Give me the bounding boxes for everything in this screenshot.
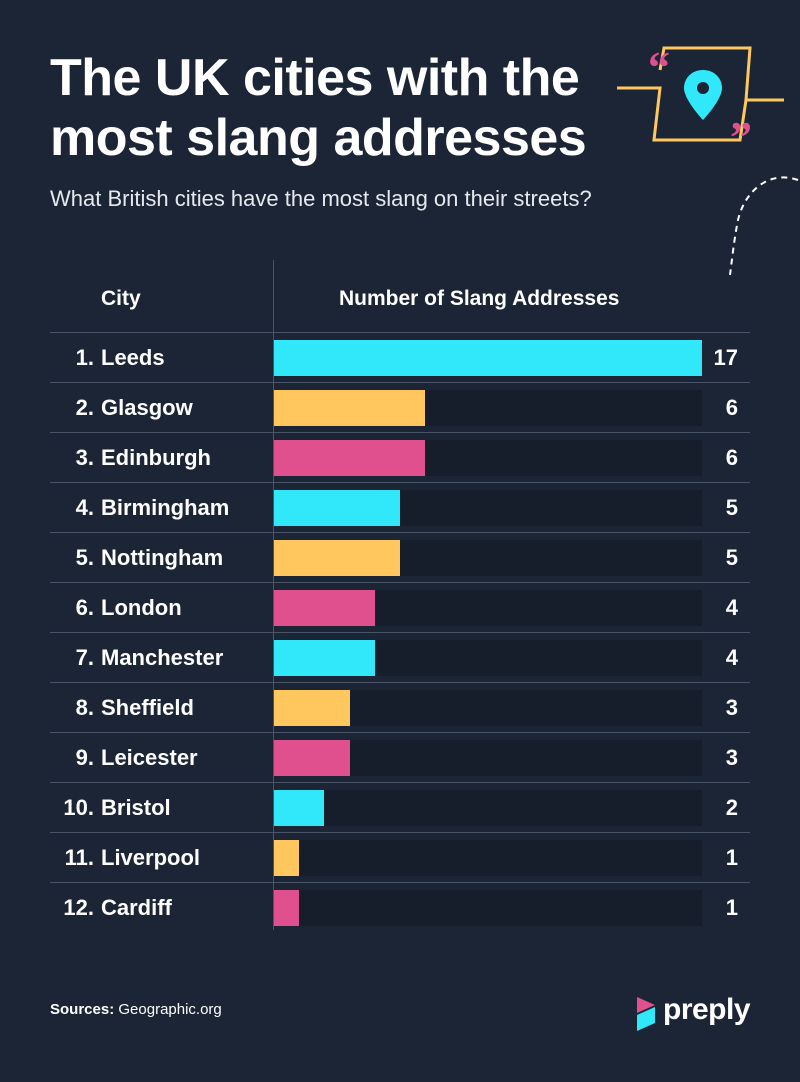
bar-track [274,890,702,926]
sources-value: Geographic.org [118,1001,222,1018]
bar [274,490,400,526]
table-row: 2. Glasgow 6 [50,382,750,433]
city-label: Edinburgh [101,445,211,470]
city-label: Cardiff [101,895,172,920]
value-label: 4 [725,595,738,620]
bar-track [274,840,702,876]
value-label: 6 [725,445,738,470]
bar [274,590,375,626]
value-label: 3 [725,745,738,770]
table-row: 8. Sheffield 3 [50,682,750,733]
bar-track [274,390,702,426]
city-label: Glasgow [101,395,193,420]
bar [274,690,350,726]
sources-note: Sources: Geographic.org [50,1001,222,1018]
bar [274,840,299,876]
value-label: 5 [725,495,738,520]
rank-label: 3. [75,445,94,470]
value-label: 6 [725,395,738,420]
bar [274,740,350,776]
value-label: 5 [725,545,738,570]
bar [274,890,299,926]
bar-track [274,640,702,676]
chart-title: The UK cities with the most slang addres… [50,48,630,168]
bar-track [274,790,702,826]
table-row: 9. Leicester 3 [50,732,750,783]
value-label: 2 [725,795,738,820]
table-row: 6. London 4 [50,582,750,633]
rank-label: 6. [75,595,94,620]
quote-open-icon: “ [648,43,670,92]
value-label: 1 [725,845,738,870]
rank-label: 7. [75,645,94,670]
rank-label: 2. [75,395,94,420]
bar [274,340,702,376]
table-row: 4. Birmingham 5 [50,482,750,533]
table-row: 12. Cardiff 1 [50,882,750,933]
bar [274,540,400,576]
rank-label: 12. [63,895,94,920]
column-divider [273,260,274,930]
value-label: 1 [725,895,738,920]
rank-label: 10. [63,795,94,820]
bar-track [274,490,702,526]
bar [274,790,324,826]
bar-track [274,540,702,576]
bar-track [274,590,702,626]
title-line-2: most slang addresses [50,109,587,167]
city-label: Nottingham [101,545,224,570]
table-row: 7. Manchester 4 [50,632,750,683]
rank-label: 8. [75,695,94,720]
rank-label: 5. [75,545,94,570]
bar [274,640,375,676]
rank-label: 11. [64,845,94,870]
brand-name: preply [663,993,751,1026]
title-line-1: The UK cities with the [50,49,580,107]
bar [274,440,425,476]
city-label: Leeds [101,345,165,370]
sources-label: Sources: [50,1001,115,1018]
city-label: Birmingham [101,495,230,520]
rank-label: 9. [75,745,94,770]
dashed-curve-decoration [729,176,799,276]
quote-close-icon: ” [730,113,752,150]
table-row: 5. Nottingham 5 [50,532,750,583]
column-header-number: Number of Slang Addresses [339,287,620,310]
table-row: 1. Leeds 17 [50,332,750,383]
city-label: Sheffield [101,695,194,720]
bar-track [274,690,702,726]
column-header-city: City [101,287,141,310]
city-label: Leicester [101,745,198,770]
rank-label: 1. [75,345,94,370]
location-pin-icon: “ ” [617,43,784,150]
preply-logo-icon [637,997,655,1031]
table-row: 10. Bristol 2 [50,782,750,833]
city-label: Manchester [101,645,224,670]
bar-track [274,740,702,776]
table-row: 11. Liverpool 1 [50,832,750,883]
rank-label: 4. [75,495,94,520]
bar-track [274,340,702,376]
city-label: London [101,595,182,620]
value-label: 4 [725,645,738,670]
table-row: 3. Edinburgh 6 [50,432,750,483]
bar-track [274,440,702,476]
bar [274,390,425,426]
value-label: 17 [713,345,738,370]
value-label: 3 [725,695,738,720]
city-label: Liverpool [101,845,201,870]
city-label: Bristol [101,795,171,820]
chart-subtitle: What British cities have the most slang … [50,186,592,211]
